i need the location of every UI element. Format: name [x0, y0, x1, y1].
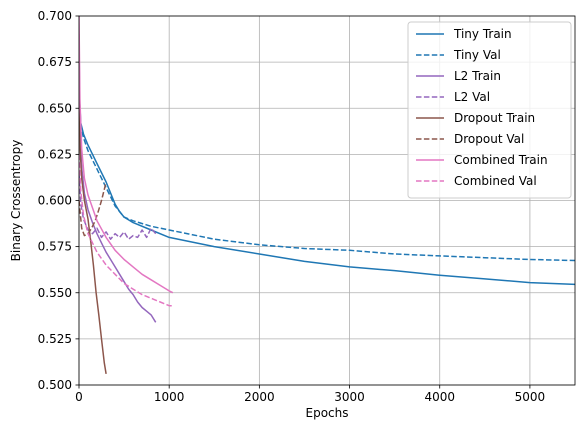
tiny-val-line [79, 108, 575, 262]
x-tick-label: 5000 [515, 390, 546, 404]
y-tick-label: 0.700 [38, 9, 72, 23]
x-tick-label: 3000 [334, 390, 365, 404]
y-tick-label: 0.675 [38, 55, 72, 69]
legend-label-l2-val: L2 Val [454, 90, 490, 104]
y-tick-label: 0.550 [38, 286, 72, 300]
legend-box [407, 21, 572, 199]
legend-label-dropout-train: Dropout Train [454, 111, 535, 125]
x-tick-label: 2000 [244, 390, 275, 404]
y-tick-label: 0.525 [38, 332, 72, 346]
y-tick-label: 0.625 [38, 147, 72, 161]
legend-label-tiny-val: Tiny Val [453, 48, 501, 62]
l2-val-line [79, 172, 157, 240]
legend: Tiny Train Tiny Val L2 Train L2 Val Dropout … [407, 21, 572, 199]
legend-label-l2-train: L2 Train [454, 69, 501, 83]
x-axis-label: Epochs [306, 406, 349, 420]
y-tick-label: 0.500 [38, 378, 72, 392]
y-tick-label: 0.575 [38, 240, 72, 254]
y-tick-label: 0.650 [38, 101, 72, 115]
x-tick-label: 4000 [424, 390, 455, 404]
dropout-train-line [79, 89, 107, 375]
l2-train-line [79, 34, 157, 323]
legend-label-tiny-train: Tiny Train [453, 27, 512, 41]
combined-train-line [79, 16, 174, 294]
y-tick-label: 0.600 [38, 194, 72, 208]
combined-val-line [79, 154, 173, 307]
legend-label-dropout-val: Dropout Val [454, 132, 524, 146]
legend-label-combined-val: Combined Val [454, 174, 537, 188]
legend-label-combined-train: Combined Train [454, 153, 548, 167]
x-axis: 0 1000 2000 3000 4000 5000 [75, 385, 545, 404]
dropout-val-line [79, 181, 107, 237]
x-tick-label: 1000 [154, 390, 185, 404]
tiny-train-line [79, 89, 575, 286]
x-tick-label: 0 [75, 390, 83, 404]
y-axis: 0.500 0.525 0.550 0.575 0.600 0.625 0.650 0.675… [38, 9, 79, 392]
plot-lines [79, 16, 575, 375]
y-axis-label: Binary Crossentropy [9, 140, 23, 262]
